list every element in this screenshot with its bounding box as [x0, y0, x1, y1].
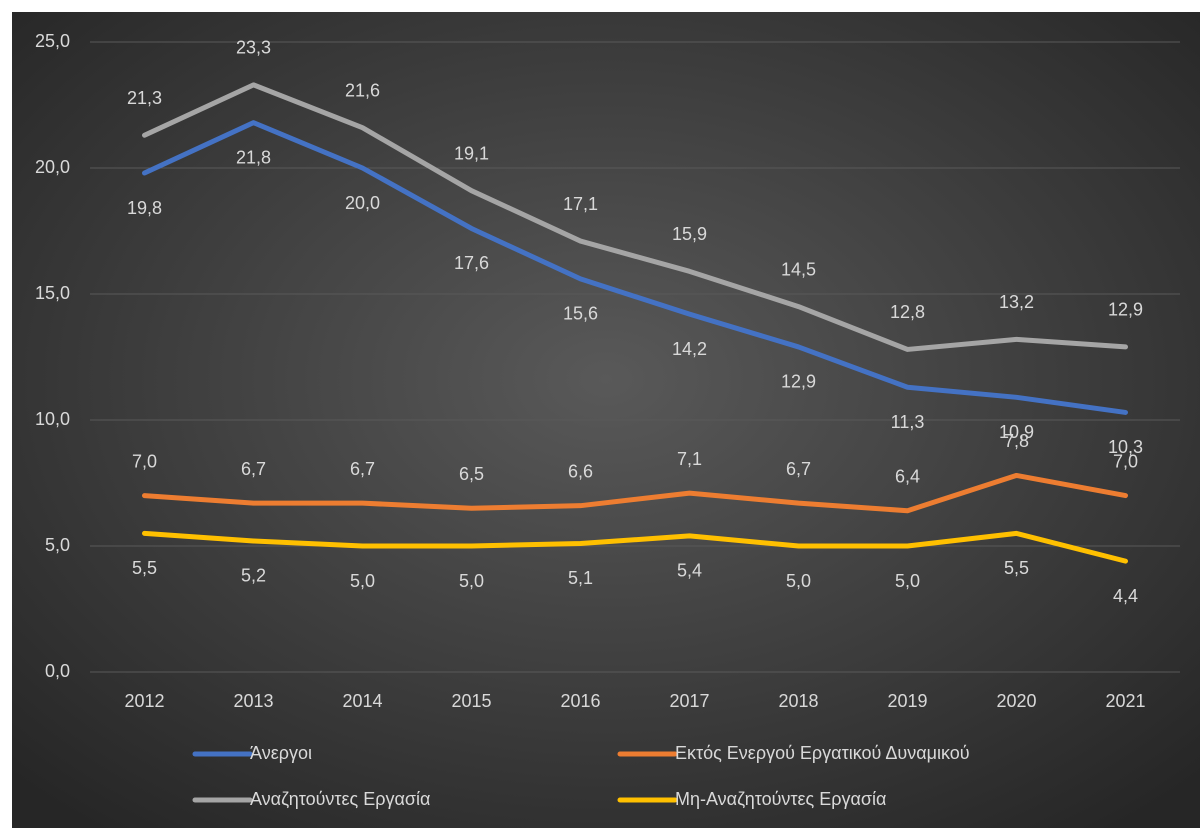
legend-label: Αναζητούντες Εργασία [250, 789, 430, 809]
data-label: 10,3 [1108, 437, 1143, 457]
data-label: 5,0 [895, 571, 920, 591]
data-label: 13,2 [999, 292, 1034, 312]
x-tick-label: 2020 [996, 691, 1036, 711]
data-label: 5,0 [786, 571, 811, 591]
data-label: 7,1 [677, 449, 702, 469]
x-tick-label: 2012 [124, 691, 164, 711]
x-tick-label: 2019 [887, 691, 927, 711]
data-label: 6,4 [895, 466, 920, 486]
x-tick-label: 2021 [1105, 691, 1145, 711]
data-label: 15,6 [563, 304, 598, 324]
data-label: 5,5 [132, 558, 157, 578]
x-tick-label: 2018 [778, 691, 818, 711]
data-label: 5,1 [568, 568, 593, 588]
data-label: 17,1 [563, 194, 598, 214]
data-label: 6,7 [241, 459, 266, 479]
data-label: 23,3 [236, 38, 271, 58]
data-label: 5,0 [459, 571, 484, 591]
data-label: 20,0 [345, 193, 380, 213]
data-label: 6,7 [350, 459, 375, 479]
data-label: 19,8 [127, 198, 162, 218]
x-tick-label: 2013 [233, 691, 273, 711]
data-label: 7,8 [1004, 431, 1029, 451]
data-label: 5,0 [350, 571, 375, 591]
data-label: 6,6 [568, 461, 593, 481]
y-tick-label: 5,0 [45, 535, 70, 555]
y-tick-label: 20,0 [35, 157, 70, 177]
legend-label: Εκτός Ενεργού Εργατικού Δυναμικού [675, 743, 970, 763]
y-tick-label: 15,0 [35, 283, 70, 303]
series-line [142, 472, 1128, 514]
data-label: 21,6 [345, 80, 380, 100]
x-tick-label: 2014 [342, 691, 382, 711]
data-label: 15,9 [672, 224, 707, 244]
data-label: 21,8 [236, 147, 271, 167]
data-label: 11,3 [891, 412, 925, 432]
data-label: 5,2 [241, 566, 266, 586]
data-label: 4,4 [1113, 586, 1138, 606]
series-line [142, 82, 1128, 352]
data-label: 12,8 [890, 302, 925, 322]
data-label: 14,2 [672, 339, 707, 359]
data-label: 19,1 [454, 143, 489, 163]
legend-label: Άνεργοι [250, 743, 312, 763]
data-label: 14,5 [781, 259, 816, 279]
data-label: 12,9 [1108, 300, 1143, 320]
series-line [142, 120, 1128, 415]
x-tick-label: 2016 [560, 691, 600, 711]
x-tick-label: 2015 [451, 691, 491, 711]
y-tick-label: 0,0 [45, 661, 70, 681]
legend-label: Μη-Αναζητούντες Εργασία [675, 789, 886, 809]
data-label: 6,5 [459, 464, 484, 484]
data-label: 6,7 [786, 459, 811, 479]
data-label: 7,0 [132, 451, 157, 471]
data-label: 5,5 [1004, 558, 1029, 578]
data-label: 17,6 [454, 253, 489, 273]
data-label: 10,9 [999, 422, 1034, 442]
x-tick-label: 2017 [669, 691, 709, 711]
y-tick-label: 25,0 [35, 31, 70, 51]
data-label: 12,9 [781, 372, 816, 392]
data-label: 21,3 [127, 88, 162, 108]
series-line [142, 530, 1128, 564]
y-tick-label: 10,0 [35, 409, 70, 429]
data-label: 7,0 [1113, 451, 1138, 471]
data-label: 5,4 [677, 561, 702, 581]
